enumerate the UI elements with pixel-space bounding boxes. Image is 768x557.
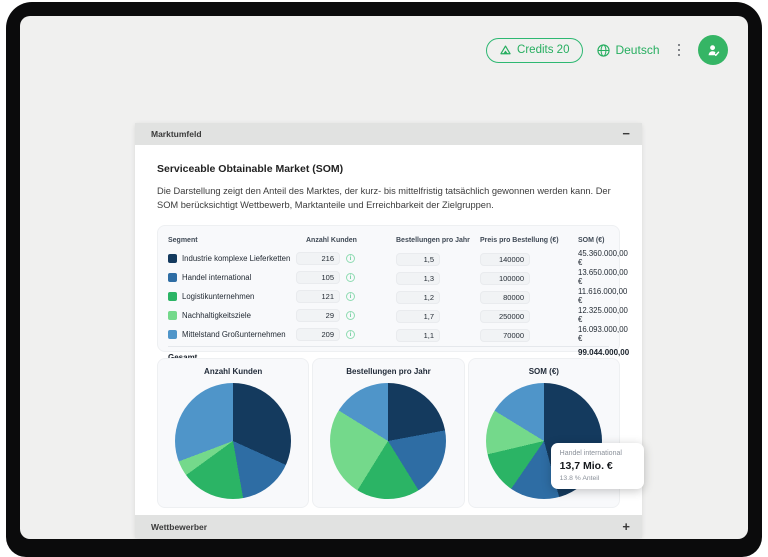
charts-row: Anzahl Kunden Bestellungen pro Jahr SOM … [157, 357, 644, 508]
col-header-som: SOM (€) [578, 237, 605, 245]
orders-input[interactable] [396, 329, 440, 343]
som-value: 16.093.000,00 € [578, 325, 628, 344]
info-icon[interactable]: i [346, 329, 355, 339]
som-value: 13.650.000,00 € [578, 268, 628, 287]
table-row: Logistikunternehmen i 11.616.000,00 € [168, 287, 627, 306]
segment-color-swatch [168, 253, 177, 263]
table-row: Industrie komplexe Lieferketten i 45.360… [168, 249, 628, 268]
col-header-price: Preis pro Bestellung (€) [480, 237, 559, 245]
tooltip-value: 13,7 Mio. € [559, 459, 613, 472]
table-header-row: Segment Anzahl Kunden Bestellungen pro J… [168, 233, 609, 249]
credits-triangle-icon [500, 45, 511, 55]
info-icon[interactable]: i [346, 272, 355, 282]
collapse-icon[interactable]: − [622, 126, 630, 141]
col-header-customers: Anzahl Kunden [306, 237, 357, 245]
app-background: Credits 20 Deutsch Marktumfeld − Service… [20, 16, 748, 539]
chart-card-anzahl-kunden: Anzahl Kunden [157, 357, 310, 508]
total-label: Gesamt [168, 353, 296, 362]
marktumfeld-card: Marktumfeld − Serviceable Obtainable Mar… [135, 123, 644, 538]
price-input[interactable] [480, 329, 530, 343]
chart-title: Bestellungen pro Jahr [346, 366, 431, 376]
more-options-icon[interactable] [672, 40, 687, 61]
table-row: Handel international i 13.650.000,00 € [168, 268, 628, 287]
segment-color-swatch [168, 310, 177, 320]
segment-label: Handel international [182, 272, 252, 282]
table-row: Nachhaltigkeitsziele i 12.325.000,00 € [168, 306, 628, 325]
customers-input[interactable] [296, 251, 340, 265]
price-input[interactable] [480, 291, 530, 305]
segment-label: Mittelstand Großunternehmen [182, 329, 286, 339]
orders-input[interactable] [396, 310, 440, 324]
orders-input[interactable] [396, 253, 440, 267]
tooltip-segment-label: Handel international [559, 449, 622, 457]
info-icon[interactable]: i [346, 253, 355, 263]
info-icon[interactable]: i [346, 310, 355, 320]
accordion-header-wettbewerber[interactable]: Wettbewerber + [135, 515, 642, 538]
som-value: 45.360.000,00 € [578, 249, 628, 268]
globe-icon [597, 43, 611, 57]
segment-color-swatch [168, 329, 177, 339]
accordion-header-marktumfeld[interactable]: Marktumfeld − [135, 123, 642, 145]
chart-title: Anzahl Kunden [204, 366, 263, 376]
som-value: 11.616.000,00 € [578, 287, 628, 306]
col-header-orders: Bestellungen pro Jahr [396, 237, 470, 245]
segment-label: Nachhaltigkeitsziele [182, 310, 251, 320]
price-input[interactable] [480, 272, 530, 286]
customers-input[interactable] [296, 308, 340, 322]
accordion-title: Marktumfeld [151, 129, 202, 139]
col-header-segment: Segment [168, 237, 198, 245]
som-value: 12.325.000,00 € [578, 306, 628, 325]
credits-label: Credits 20 [517, 44, 570, 56]
user-check-icon [708, 44, 719, 56]
language-label: Deutsch [615, 43, 660, 57]
orders-input[interactable] [396, 291, 440, 305]
chart-tooltip: Handel international 13,7 Mio. € 13.8 % … [550, 442, 644, 489]
price-input[interactable] [480, 310, 530, 324]
som-description: Die Darstellung zeigt den Anteil des Mar… [157, 186, 611, 211]
info-icon[interactable]: i [346, 291, 355, 301]
customers-input[interactable] [296, 327, 340, 341]
language-selector[interactable]: Deutsch [597, 43, 660, 57]
tooltip-share: 13.8 % Anteil [559, 474, 600, 482]
pie-chart-bestellungen[interactable] [330, 382, 447, 499]
segment-label: Logistikunternehmen [182, 291, 255, 301]
customers-input[interactable] [296, 270, 340, 284]
chart-card-bestellungen: Bestellungen pro Jahr [312, 357, 465, 508]
table-row: Mittelstand Großunternehmen i 16.093.000… [168, 325, 628, 344]
chart-title: SOM (€) [528, 366, 559, 376]
segment-label: Industrie komplexe Lieferketten [182, 253, 291, 263]
som-section: Serviceable Obtainable Market (SOM) Die … [135, 145, 644, 515]
price-input[interactable] [480, 253, 530, 267]
user-avatar[interactable] [698, 35, 728, 65]
accordion-title: Wettbewerber [151, 521, 208, 532]
som-table: Segment Anzahl Kunden Bestellungen pro J… [157, 224, 629, 366]
customers-input[interactable] [296, 289, 340, 303]
device-frame: Credits 20 Deutsch Marktumfeld − Service… [6, 2, 762, 557]
segment-color-swatch [168, 291, 177, 301]
segment-color-swatch [168, 272, 177, 282]
pie-chart-anzahl-kunden[interactable] [175, 382, 292, 499]
topbar: Credits 20 Deutsch [486, 35, 728, 65]
credits-button[interactable]: Credits 20 [486, 37, 584, 63]
orders-input[interactable] [396, 272, 440, 286]
chart-card-som: SOM (€) Handel international 13,7 Mio. €… [467, 357, 644, 508]
expand-icon[interactable]: + [622, 518, 630, 534]
som-heading: Serviceable Obtainable Market (SOM) [157, 163, 344, 175]
